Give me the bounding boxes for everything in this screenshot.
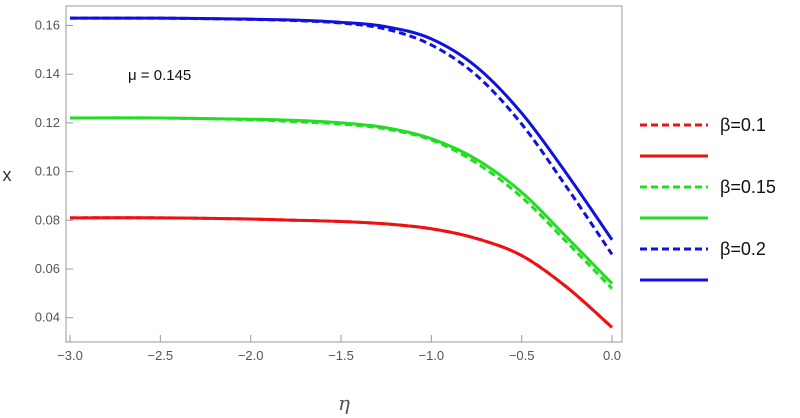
x-tick-label: −2.5 [147,348,173,363]
y-tick-label: 0.04 [35,310,60,325]
series-line-2 [69,116,614,290]
y-tick-label: 0.12 [35,115,60,130]
series-line-1 [69,216,613,329]
y-tick-label: 0.16 [35,17,60,32]
y-tick-label: 0.14 [35,66,60,81]
x-tick-label: −3.0 [57,348,83,363]
mu-annotation: μ = 0.145 [128,67,191,84]
x-axis-label: η [338,391,350,415]
y-tick-label: 0.10 [35,164,60,179]
x-axis-ticks: −3.0 −2.5 −2.0 −1.5 −1.0 −0.5 0.0 [57,335,621,363]
legend-label-2: β=0.15 [720,177,776,197]
legend: β=0.1 β=0.15 β=0.2 [640,115,776,282]
y-axis-ticks: 0.04 0.06 0.08 0.10 0.12 0.14 0.16 [35,17,73,325]
legend-label-0: β=0.1 [720,115,766,135]
y-axis-label: x [3,165,12,185]
series-line-0 [69,216,613,329]
series-lines [69,16,614,329]
plot-frame [65,5,623,343]
x-tick-label: −1.5 [328,348,354,363]
x-tick-label: 0.0 [603,348,621,363]
legend-label-4: β=0.2 [720,239,766,259]
x-tick-label: −2.0 [238,348,264,363]
y-tick-label: 0.08 [35,212,60,227]
x-tick-label: −1.0 [418,348,444,363]
y-tick-label: 0.06 [35,261,60,276]
series-line-5 [69,16,614,241]
x-tick-label: −0.5 [509,348,535,363]
series-line-3 [69,116,614,285]
